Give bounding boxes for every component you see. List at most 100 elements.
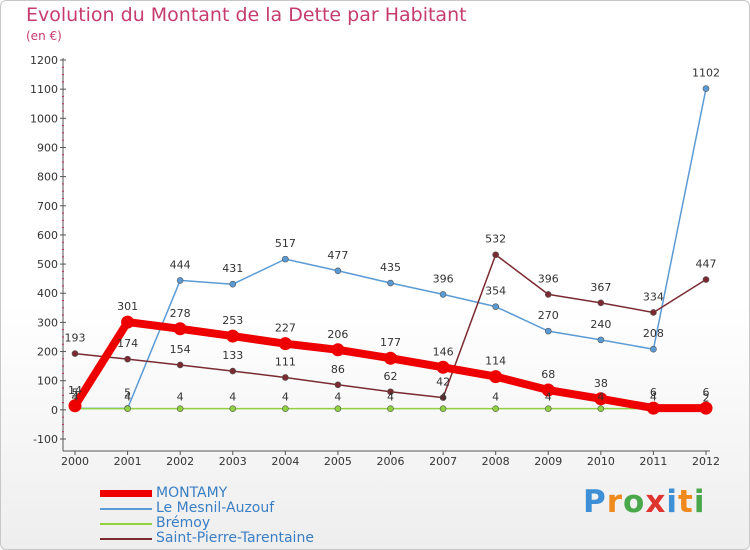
y-tick-label: 400 <box>37 287 58 300</box>
data-label: 253 <box>222 314 243 327</box>
data-label: 4 <box>72 391 79 404</box>
data-point <box>544 291 552 298</box>
data-label: 6 <box>650 386 657 399</box>
data-label: 14 <box>68 384 82 397</box>
legend-swatch-bremoy <box>100 523 152 525</box>
data-point <box>436 360 450 374</box>
data-label: 4 <box>492 391 499 404</box>
data-point <box>544 327 552 335</box>
legend-label: MONTAMY <box>156 485 228 501</box>
y-tick-label: 1000 <box>30 112 58 125</box>
legend-swatch-le-mesnil-auzouf <box>100 508 152 510</box>
data-label: 4 <box>229 391 236 404</box>
data-point <box>597 336 605 344</box>
logo-letter: r <box>606 484 624 520</box>
logo-letter: t <box>677 484 694 520</box>
data-point <box>702 276 710 283</box>
data-label: 396 <box>538 272 559 285</box>
data-label: 4 <box>440 391 447 404</box>
data-label: 2 <box>703 391 710 404</box>
x-tick-label: 2007 <box>429 455 457 468</box>
data-point <box>650 345 657 353</box>
data-point <box>492 251 499 259</box>
x-tick-label: 2005 <box>324 455 352 468</box>
data-label: 5 <box>72 386 79 399</box>
data-label: 4 <box>597 391 604 404</box>
data-label: 354 <box>485 285 506 298</box>
y-tick-label: 1200 <box>30 54 58 67</box>
data-label: 177 <box>380 336 401 349</box>
data-point <box>597 405 605 412</box>
data-label: 301 <box>117 300 138 313</box>
x-tick-label: 2012 <box>692 455 720 468</box>
y-tick-label: 500 <box>37 258 58 271</box>
data-label: 4 <box>282 391 289 404</box>
data-point <box>650 309 657 316</box>
x-tick-label: 2004 <box>271 455 299 468</box>
x-tick-label: 2008 <box>482 455 510 468</box>
data-label: 431 <box>222 262 243 275</box>
data-point <box>541 383 555 397</box>
y-tick-label: 200 <box>37 346 58 359</box>
data-label: 174 <box>117 337 138 350</box>
y-tick-label: 700 <box>37 200 58 213</box>
data-label: 477 <box>327 249 348 262</box>
data-label: 68 <box>541 368 555 381</box>
data-point <box>68 399 82 413</box>
data-label: 270 <box>538 309 559 322</box>
logo-letter: i <box>693 484 706 520</box>
data-point <box>699 401 713 415</box>
y-tick-label: 0 <box>51 404 58 417</box>
data-point <box>387 279 394 287</box>
data-label: 6 <box>703 386 710 399</box>
x-tick-label: 2000 <box>61 455 89 468</box>
data-point <box>387 388 394 396</box>
data-point <box>702 85 710 92</box>
data-label: 86 <box>331 363 345 376</box>
data-label: 532 <box>485 233 506 246</box>
data-label: 4 <box>650 391 657 404</box>
y-tick-label: 900 <box>37 141 58 154</box>
chart-unit: (en €) <box>26 29 62 43</box>
data-point <box>176 361 184 369</box>
data-point <box>229 280 237 288</box>
data-label: 1102 <box>692 67 720 80</box>
data-label: 42 <box>436 376 450 389</box>
logo-letter: P <box>583 484 607 520</box>
data-label: 38 <box>594 377 608 390</box>
data-label: 4 <box>387 391 394 404</box>
data-label: 4 <box>124 391 131 404</box>
data-label: 154 <box>170 343 191 356</box>
x-tick-label: 2003 <box>219 455 247 468</box>
data-label: 447 <box>696 258 717 271</box>
data-label: 444 <box>170 258 191 271</box>
legend-label: Brémoy <box>156 515 211 531</box>
legend-label: Le Mesnil-Auzouf <box>156 500 275 516</box>
data-point <box>334 267 342 275</box>
data-point <box>646 401 660 415</box>
data-point <box>594 392 608 406</box>
legend-swatch-montamy <box>100 490 152 497</box>
data-point <box>176 405 184 412</box>
data-point <box>387 405 394 412</box>
x-tick-label: 2006 <box>377 455 405 468</box>
data-point <box>439 291 447 298</box>
x-tick-label: 2001 <box>114 455 142 468</box>
data-point <box>278 337 292 351</box>
data-label: 367 <box>590 281 611 294</box>
data-point <box>124 405 131 412</box>
data-point <box>282 255 289 263</box>
data-point <box>331 343 345 357</box>
data-label: 4 <box>334 391 341 404</box>
logo-letter: x <box>645 484 667 520</box>
data-label: 227 <box>275 322 296 335</box>
data-point <box>173 322 187 336</box>
x-tick-label: 2009 <box>534 455 562 468</box>
x-tick-label: 2011 <box>639 455 667 468</box>
data-label: 4 <box>177 391 184 404</box>
data-label: 111 <box>275 355 296 368</box>
data-label: 62 <box>384 370 398 383</box>
data-label: 4 <box>545 391 552 404</box>
data-point <box>597 299 605 307</box>
y-tick-label: 300 <box>37 316 58 329</box>
